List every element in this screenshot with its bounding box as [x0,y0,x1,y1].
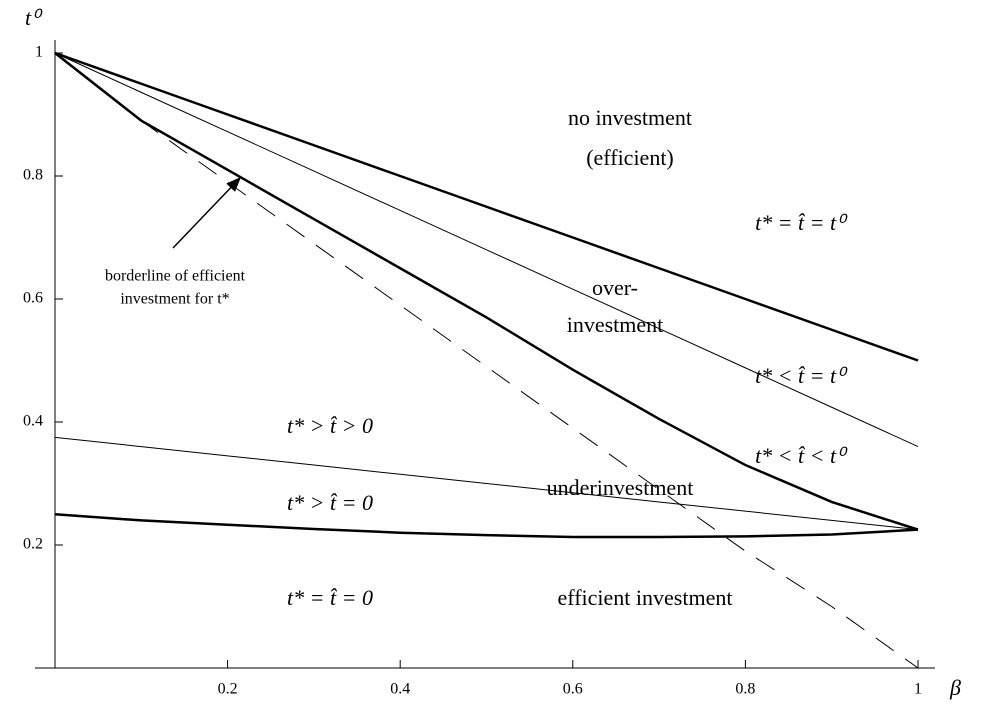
annotation: t* = t̂ = 0 [287,585,373,610]
x-tick-label: 1 [914,681,922,698]
x-axis-label: β [949,675,961,700]
x-tick-label: 0.2 [218,681,238,698]
annotation: investment [567,312,664,337]
y-tick-label: 0.2 [23,536,43,553]
x-tick-label: 0.8 [735,681,755,698]
annotation: t* > t̂ > 0 [287,413,373,438]
arrow [172,176,242,249]
curve [54,52,919,448]
y-tick-label: 0.4 [23,413,43,430]
curve [54,52,919,531]
annotation: over- [592,275,638,300]
y-tick-label: 1 [35,44,43,61]
curve [54,436,919,531]
y-tick-label: 0.8 [23,167,43,184]
annotation: efficient investment [558,585,733,610]
annotation: t* > t̂ = 0 [287,490,373,515]
y-axis-label: t⁰ [25,5,43,30]
curve [54,51,919,362]
x-tick-label: 0.4 [390,681,410,698]
annotation: underinvestment [547,475,694,500]
curve [54,513,919,539]
y-tick-label: 0.6 [23,290,43,307]
annotation: (efficient) [586,145,674,170]
curve [54,52,919,669]
annotation: borderline of efficient [105,268,246,285]
annotation: t* < t̂ = t⁰ [755,363,848,388]
annotation: no investment [568,105,692,130]
x-tick-label: 0.6 [563,681,583,698]
annotation: t* < t̂ < t⁰ [755,443,848,468]
annotation: t* = t̂ = t⁰ [755,210,848,235]
annotation: investment for t* [120,291,229,308]
